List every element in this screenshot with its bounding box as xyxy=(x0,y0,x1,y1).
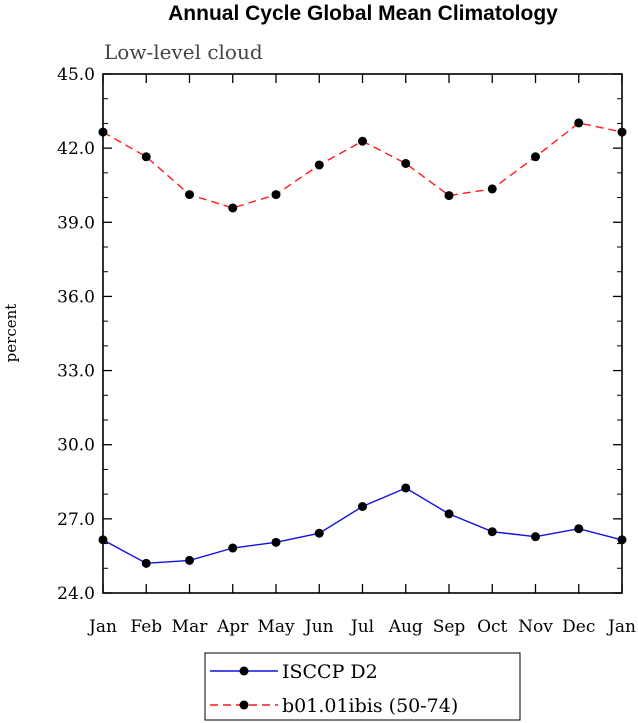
data-point xyxy=(574,118,584,128)
data-point xyxy=(531,532,540,542)
data-point xyxy=(185,555,194,565)
x-tick-label: Sep xyxy=(433,617,466,637)
axis-ticks xyxy=(102,73,623,594)
data-point xyxy=(358,502,367,511)
series-isccp-d2 xyxy=(98,483,627,568)
data-point xyxy=(444,509,454,519)
data-point xyxy=(401,483,411,493)
data-point xyxy=(444,191,454,201)
y-tick-label: 36.0 xyxy=(57,287,95,307)
series-line xyxy=(102,122,623,209)
y-tick-labels: 24.0 27.0 30.0 33.0 36.0 39.0 42.0 45.0 xyxy=(57,65,95,604)
x-tick-label: Oct xyxy=(477,617,507,637)
x-tick-label: Aug xyxy=(388,617,423,637)
x-tick-label: Jan xyxy=(606,617,636,637)
y-tick-label: 30.0 xyxy=(57,436,95,456)
y-axis-label: percent xyxy=(2,304,20,363)
x-tick-label: Feb xyxy=(130,617,162,637)
data-point xyxy=(574,524,584,534)
legend-label: ISCCP D2 xyxy=(282,661,378,683)
y-tick-label: 39.0 xyxy=(57,213,95,233)
x-tick-label: May xyxy=(257,617,295,637)
series-b01-01ibis-50-74- xyxy=(98,118,627,213)
data-point xyxy=(314,160,324,170)
legend-marker xyxy=(239,700,249,710)
series-line xyxy=(102,487,623,565)
data-point xyxy=(228,203,238,213)
data-point xyxy=(141,152,151,162)
x-tick-label: Jul xyxy=(349,617,374,637)
chart-subtitle: Low-level cloud xyxy=(104,40,263,64)
y-tick-label: 27.0 xyxy=(57,510,95,530)
x-tick-label: Mar xyxy=(172,617,209,637)
legend-box xyxy=(204,652,521,721)
x-tick-label: Jan xyxy=(87,617,117,637)
x-tick-label: Nov xyxy=(518,617,553,637)
y-tick-label: 33.0 xyxy=(57,362,95,382)
x-tick-label: Jun xyxy=(303,617,334,637)
plot-frame xyxy=(102,73,623,594)
data-point xyxy=(531,152,540,162)
data-point xyxy=(185,190,194,200)
data-point xyxy=(487,527,497,537)
data-point xyxy=(228,543,238,553)
data-point xyxy=(271,537,281,547)
data-point xyxy=(401,158,411,168)
x-tick-label: Dec xyxy=(562,617,595,637)
data-point xyxy=(271,190,281,200)
y-tick-label: 42.0 xyxy=(57,139,95,159)
data-point xyxy=(314,528,324,538)
legend-label: b01.01ibis (50-74) xyxy=(282,695,458,717)
legend: ISCCP D2 b01.01ibis (50-74) xyxy=(204,652,521,721)
data-point xyxy=(141,558,151,568)
y-tick-label: 24.0 xyxy=(57,584,95,604)
y-tick-label: 45.0 xyxy=(57,65,95,85)
data-point xyxy=(487,184,497,194)
legend-marker xyxy=(239,666,249,676)
data-point xyxy=(358,136,367,146)
x-tick-labels: Jan Feb Mar Apr May Jun Jul Aug Sep Oct Nov Dec Jan xyxy=(87,617,636,637)
x-tick-label: Apr xyxy=(216,617,249,637)
series-lines xyxy=(98,118,627,568)
chart-title: Annual Cycle Global Mean Climatology xyxy=(168,2,558,25)
